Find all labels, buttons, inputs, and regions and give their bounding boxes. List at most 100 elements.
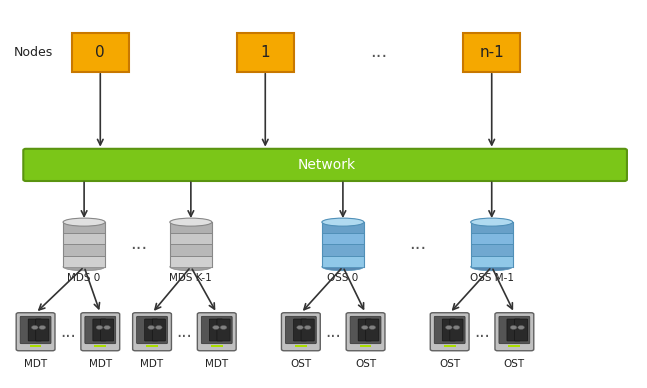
Ellipse shape xyxy=(322,263,364,271)
FancyBboxPatch shape xyxy=(100,319,114,341)
FancyBboxPatch shape xyxy=(350,316,381,344)
FancyBboxPatch shape xyxy=(170,233,212,244)
FancyBboxPatch shape xyxy=(20,316,51,344)
FancyBboxPatch shape xyxy=(133,313,171,351)
Ellipse shape xyxy=(63,263,105,271)
Circle shape xyxy=(446,326,452,329)
FancyBboxPatch shape xyxy=(450,319,463,341)
Bar xyxy=(444,345,455,347)
Text: OST: OST xyxy=(439,359,460,369)
FancyBboxPatch shape xyxy=(63,256,105,267)
FancyBboxPatch shape xyxy=(346,313,385,351)
FancyBboxPatch shape xyxy=(470,233,512,244)
FancyBboxPatch shape xyxy=(36,319,49,341)
FancyBboxPatch shape xyxy=(63,244,105,256)
FancyBboxPatch shape xyxy=(470,256,512,267)
FancyBboxPatch shape xyxy=(285,316,316,344)
FancyBboxPatch shape xyxy=(499,316,530,344)
Circle shape xyxy=(510,326,517,329)
Bar xyxy=(94,345,106,347)
FancyBboxPatch shape xyxy=(170,222,212,233)
FancyBboxPatch shape xyxy=(81,313,120,351)
Bar xyxy=(295,345,307,347)
Text: ...: ... xyxy=(325,323,341,341)
Ellipse shape xyxy=(471,263,513,271)
FancyBboxPatch shape xyxy=(507,319,520,341)
Text: OSS M-1: OSS M-1 xyxy=(470,272,514,282)
Text: ...: ... xyxy=(409,236,426,253)
FancyBboxPatch shape xyxy=(322,222,364,233)
Circle shape xyxy=(369,326,376,329)
Ellipse shape xyxy=(471,218,513,226)
FancyBboxPatch shape xyxy=(322,256,364,267)
FancyBboxPatch shape xyxy=(137,316,168,344)
FancyBboxPatch shape xyxy=(72,33,129,72)
FancyBboxPatch shape xyxy=(366,319,379,341)
Circle shape xyxy=(213,326,219,329)
Text: Network: Network xyxy=(298,158,356,172)
Text: 1: 1 xyxy=(261,45,270,60)
Circle shape xyxy=(32,326,38,329)
Text: MDT: MDT xyxy=(205,359,228,369)
FancyBboxPatch shape xyxy=(281,313,320,351)
Text: Nodes: Nodes xyxy=(14,46,54,59)
FancyBboxPatch shape xyxy=(434,316,465,344)
Text: MDT: MDT xyxy=(140,359,164,369)
Text: OST: OST xyxy=(355,359,376,369)
FancyBboxPatch shape xyxy=(470,244,512,256)
Text: n-1: n-1 xyxy=(479,45,504,60)
FancyBboxPatch shape xyxy=(495,313,534,351)
FancyBboxPatch shape xyxy=(63,222,105,233)
FancyBboxPatch shape xyxy=(322,244,364,256)
Bar xyxy=(146,345,158,347)
Text: ...: ... xyxy=(474,323,490,341)
FancyBboxPatch shape xyxy=(322,233,364,244)
Circle shape xyxy=(220,326,227,329)
Circle shape xyxy=(39,326,46,329)
Ellipse shape xyxy=(322,218,364,226)
FancyBboxPatch shape xyxy=(145,319,158,341)
Ellipse shape xyxy=(170,263,212,271)
Text: MDS K-1: MDS K-1 xyxy=(170,272,212,282)
Circle shape xyxy=(297,326,303,329)
Text: OSS 0: OSS 0 xyxy=(327,272,358,282)
FancyBboxPatch shape xyxy=(85,316,116,344)
Ellipse shape xyxy=(170,218,212,226)
Circle shape xyxy=(362,326,368,329)
Text: 0: 0 xyxy=(96,45,105,60)
FancyBboxPatch shape xyxy=(63,233,105,244)
Circle shape xyxy=(304,326,311,329)
Bar xyxy=(30,345,41,347)
FancyBboxPatch shape xyxy=(463,33,520,72)
FancyBboxPatch shape xyxy=(237,33,294,72)
Text: MDT: MDT xyxy=(24,359,47,369)
FancyBboxPatch shape xyxy=(301,319,314,341)
FancyBboxPatch shape xyxy=(217,319,230,341)
Bar xyxy=(360,345,371,347)
Circle shape xyxy=(518,326,525,329)
Text: ...: ... xyxy=(177,323,192,341)
FancyBboxPatch shape xyxy=(443,319,455,341)
Text: OST: OST xyxy=(291,359,311,369)
FancyBboxPatch shape xyxy=(170,256,212,267)
Circle shape xyxy=(96,326,103,329)
Text: MDT: MDT xyxy=(89,359,112,369)
FancyBboxPatch shape xyxy=(358,319,371,341)
FancyBboxPatch shape xyxy=(201,316,232,344)
FancyBboxPatch shape xyxy=(93,319,106,341)
Text: ...: ... xyxy=(131,236,148,253)
FancyBboxPatch shape xyxy=(514,319,528,341)
Circle shape xyxy=(148,326,155,329)
FancyBboxPatch shape xyxy=(197,313,236,351)
FancyBboxPatch shape xyxy=(294,319,307,341)
Circle shape xyxy=(104,326,111,329)
FancyBboxPatch shape xyxy=(430,313,469,351)
FancyBboxPatch shape xyxy=(28,319,41,341)
FancyBboxPatch shape xyxy=(16,313,55,351)
Circle shape xyxy=(453,326,460,329)
Text: MDS 0: MDS 0 xyxy=(67,272,101,282)
Text: ...: ... xyxy=(60,323,76,341)
Bar xyxy=(211,345,223,347)
FancyBboxPatch shape xyxy=(210,319,223,341)
Text: ...: ... xyxy=(370,43,387,61)
